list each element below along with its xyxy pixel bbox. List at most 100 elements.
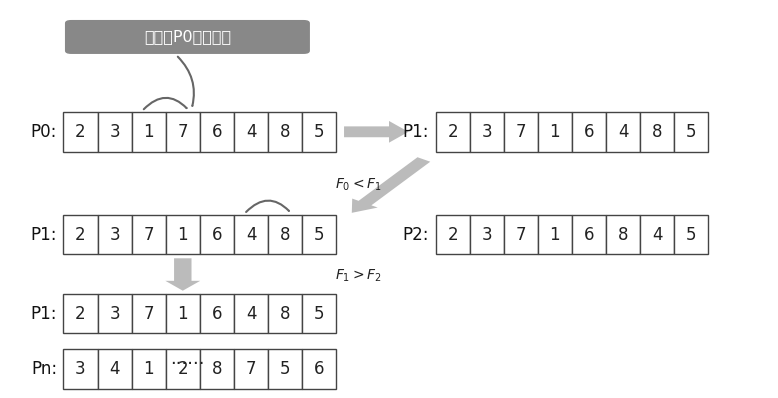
Bar <box>470 215 503 254</box>
Text: 4: 4 <box>110 360 120 378</box>
Bar <box>503 215 538 254</box>
Bar <box>63 349 97 389</box>
Text: 7: 7 <box>246 360 256 378</box>
Bar <box>302 112 336 152</box>
Text: ......: ...... <box>170 350 205 368</box>
Text: 8: 8 <box>280 123 290 141</box>
Text: 6: 6 <box>212 123 223 141</box>
Text: 2: 2 <box>447 123 458 141</box>
Bar <box>166 112 200 152</box>
Bar <box>63 215 97 254</box>
Text: 5: 5 <box>314 123 324 141</box>
Text: 1: 1 <box>549 226 560 244</box>
Text: 5: 5 <box>314 226 324 244</box>
FancyArrowPatch shape <box>246 201 289 212</box>
Bar <box>268 112 302 152</box>
Bar <box>200 294 234 334</box>
Bar <box>606 112 640 152</box>
Text: 4: 4 <box>246 226 256 244</box>
Bar <box>63 294 97 334</box>
Text: 2: 2 <box>177 360 188 378</box>
Text: 3: 3 <box>109 226 120 244</box>
Bar <box>131 349 166 389</box>
Text: 6: 6 <box>584 226 594 244</box>
Text: 初始值P0（随机）: 初始值P0（随机） <box>144 29 231 45</box>
Text: $F_0 < F_1$: $F_0 < F_1$ <box>335 177 381 193</box>
Text: P2:: P2: <box>403 226 429 244</box>
Text: Pn:: Pn: <box>31 360 58 378</box>
Text: 1: 1 <box>143 360 154 378</box>
Text: P0:: P0: <box>31 123 58 141</box>
Text: 5: 5 <box>314 304 324 323</box>
Text: 8: 8 <box>212 360 223 378</box>
Text: 8: 8 <box>652 123 663 141</box>
Bar <box>200 349 234 389</box>
Bar <box>572 112 606 152</box>
Polygon shape <box>166 258 200 291</box>
Text: 1: 1 <box>143 123 154 141</box>
Bar <box>268 215 302 254</box>
Text: 4: 4 <box>618 123 629 141</box>
Bar <box>131 215 166 254</box>
Text: 3: 3 <box>75 360 86 378</box>
Bar <box>166 294 200 334</box>
Text: 8: 8 <box>280 304 290 323</box>
Bar <box>675 215 709 254</box>
Bar <box>234 294 268 334</box>
Text: 7: 7 <box>177 123 188 141</box>
Bar <box>97 349 131 389</box>
Text: 4: 4 <box>246 123 256 141</box>
Bar <box>572 215 606 254</box>
Text: 3: 3 <box>482 123 492 141</box>
Bar <box>63 112 97 152</box>
Polygon shape <box>344 121 408 142</box>
Text: 7: 7 <box>143 226 154 244</box>
Bar <box>640 215 675 254</box>
Bar <box>302 294 336 334</box>
Text: 7: 7 <box>516 226 526 244</box>
Bar <box>131 294 166 334</box>
Bar <box>436 215 470 254</box>
Bar <box>97 294 131 334</box>
Bar <box>470 112 503 152</box>
Bar <box>503 112 538 152</box>
Bar <box>234 349 268 389</box>
Text: 8: 8 <box>280 226 290 244</box>
Text: 6: 6 <box>212 304 223 323</box>
Text: 1: 1 <box>177 304 188 323</box>
Text: 3: 3 <box>482 226 492 244</box>
FancyArrowPatch shape <box>178 57 194 106</box>
Text: 1: 1 <box>177 226 188 244</box>
Text: P1:: P1: <box>30 226 58 244</box>
Bar <box>166 215 200 254</box>
Bar <box>606 215 640 254</box>
Text: 7: 7 <box>516 123 526 141</box>
Text: 2: 2 <box>447 226 458 244</box>
Bar <box>538 215 572 254</box>
Bar <box>200 215 234 254</box>
Bar <box>97 112 131 152</box>
Text: 3: 3 <box>109 304 120 323</box>
Bar <box>131 112 166 152</box>
Text: $F_1 > F_2$: $F_1 > F_2$ <box>335 268 381 284</box>
Bar <box>302 215 336 254</box>
Text: 6: 6 <box>584 123 594 141</box>
Text: 3: 3 <box>109 123 120 141</box>
Text: P1:: P1: <box>403 123 429 141</box>
Bar <box>166 349 200 389</box>
Bar <box>234 215 268 254</box>
Text: 5: 5 <box>686 123 696 141</box>
Text: 7: 7 <box>143 304 154 323</box>
Bar <box>268 349 302 389</box>
Bar <box>302 349 336 389</box>
FancyBboxPatch shape <box>65 20 310 54</box>
Polygon shape <box>352 157 430 213</box>
Text: 4: 4 <box>652 226 663 244</box>
Bar <box>436 112 470 152</box>
Bar <box>675 112 709 152</box>
Text: 5: 5 <box>686 226 696 244</box>
Text: 6: 6 <box>212 226 223 244</box>
Text: 1: 1 <box>549 123 560 141</box>
Text: 2: 2 <box>75 304 86 323</box>
Bar <box>234 112 268 152</box>
